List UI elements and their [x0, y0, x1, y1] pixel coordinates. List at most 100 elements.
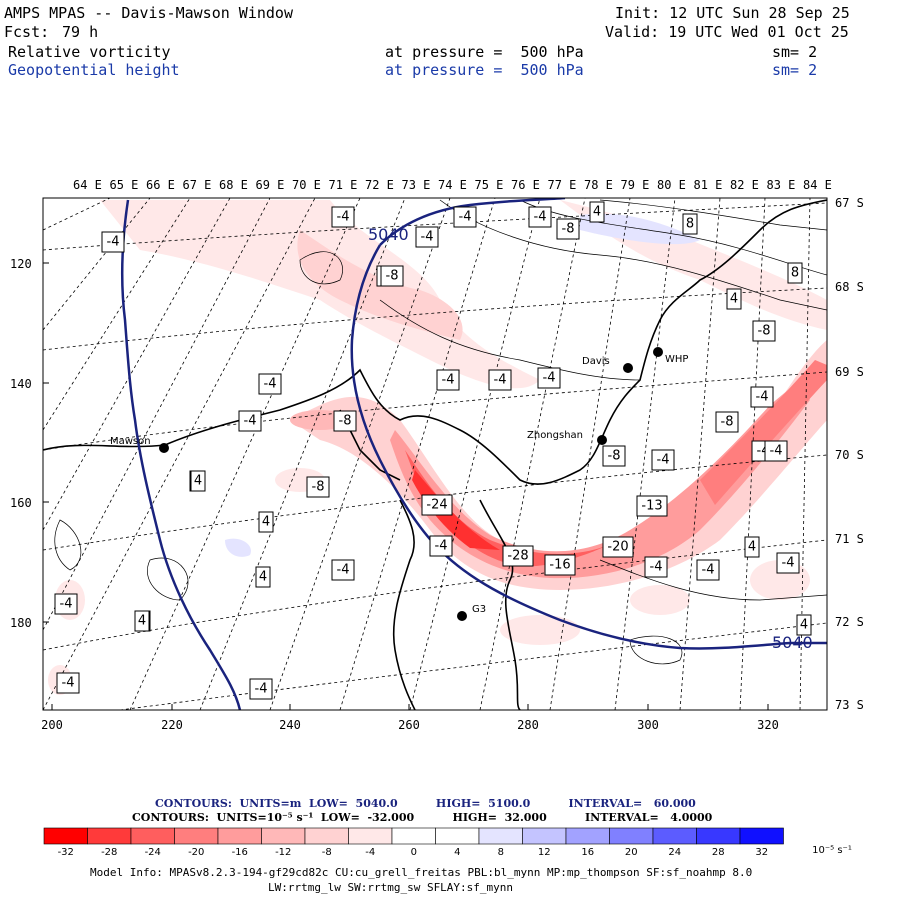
x-axis-label: 200: [41, 718, 63, 732]
plot-title: AMPS MPAS -- Davis-Mawson Window: [4, 4, 293, 22]
vorticity-label: -20: [607, 540, 628, 555]
height-contour-info: CONTOURS: UNITS=m LOW= 5040.0 HIGH= 5100…: [155, 797, 696, 810]
longitude-label: 79 E: [621, 178, 650, 192]
y-axis-label: 160: [10, 496, 32, 510]
vorticity-label: -4: [337, 563, 350, 578]
vorticity-contours: [54, 199, 827, 665]
vorticity-label: 4: [593, 205, 601, 220]
vorticity-label: 8: [686, 217, 694, 232]
colorbar-swatch: [522, 827, 567, 845]
vorticity-label: 4: [800, 618, 808, 633]
longitude-label: 64 E: [73, 178, 102, 192]
colorbar-tick-label: 32: [755, 847, 769, 858]
x-axis-labels: 200 220 240 260 280 300 320: [41, 704, 779, 732]
longitude-label: 65 E: [110, 178, 139, 192]
colorbar: [43, 827, 784, 845]
longitude-label: 69 E: [256, 178, 285, 192]
colorbar-swatch: [130, 827, 175, 845]
colorbar-tick-label: -16: [231, 847, 248, 858]
colorbar-swatch: [609, 827, 654, 845]
field1-smooth: sm= 2: [772, 43, 818, 61]
vorticity-label-box: [421, 494, 453, 516]
vorticity-label-box: [436, 369, 460, 391]
latitude-label: 71 S: [835, 532, 864, 546]
colorbar-tick-label: -32: [57, 847, 74, 858]
vorticity-label: -4: [421, 230, 434, 245]
vorticity-label: 8: [791, 266, 799, 281]
colorbar-tick-label: 20: [624, 847, 638, 858]
vorticity-label-box: [696, 559, 720, 581]
vorticity-label: -8: [339, 414, 352, 429]
height-label-5040: 5040: [772, 633, 813, 652]
vorticity-label-box: [787, 262, 803, 284]
vorticity-label-box: [453, 206, 477, 228]
vorticity-label-box: [528, 206, 552, 228]
vorticity-label: 4: [748, 540, 756, 555]
vorticity-label: -4: [782, 556, 795, 571]
colorbar-swatch: [478, 827, 523, 845]
y-axis-label: 120: [10, 257, 32, 271]
colorbar-tick-label: -12: [275, 847, 292, 858]
vorticity-label-box: [415, 226, 439, 248]
vorticity-label: 4: [730, 292, 738, 307]
vorticity-label: -4: [650, 560, 663, 575]
colorbar-tick-label: 12: [537, 847, 551, 858]
vorticity-label-box: [589, 201, 605, 223]
colorbar-swatch: [435, 827, 480, 845]
vorticity-label-box: [636, 495, 668, 517]
colorbar-swatch: [391, 827, 436, 845]
vorticity-label-box: [651, 449, 675, 471]
longitude-label: 77 E: [548, 178, 577, 192]
vorticity-label: -8: [562, 222, 575, 237]
colorbar-swatch: [739, 827, 784, 845]
colorbar-swatch: [261, 827, 306, 845]
map-frame: [42, 197, 828, 711]
vorticity-label: -4: [107, 235, 120, 250]
vorticity-label: -4: [770, 444, 783, 459]
vorticity-label-box: [744, 536, 760, 558]
station-label-g3: G3: [472, 604, 486, 615]
vorticity-label-box: [429, 535, 453, 557]
latitude-label: 67 S: [835, 196, 864, 210]
longitude-label: 66 E: [146, 178, 175, 192]
station-label-davis: Davis: [582, 356, 610, 367]
x-axis-label: 220: [161, 718, 183, 732]
colorbar-swatch: [348, 827, 393, 845]
longitude-label: 75 E: [475, 178, 504, 192]
vorticity-label: -4: [62, 676, 75, 691]
latitude-label: 68 S: [835, 280, 864, 294]
model-info-line1: Model Info: MPASv8.2.3-194-gf29cd82c CU:…: [90, 866, 753, 879]
vorticity-label: -4: [702, 563, 715, 578]
vorticity-label-box: [56, 672, 80, 694]
vorticity-label-box: [556, 218, 580, 240]
vorticity-label: -8: [721, 415, 734, 430]
longitude-labels: 64 E 65 E 66 E 67 E 68 E 69 E 70 E 71 E 72 E 73 E…: [73, 178, 832, 192]
colorbar-tick-label: -20: [188, 847, 205, 858]
vorticity-label: -4: [244, 414, 257, 429]
forecast-hour: 79 h: [62, 23, 99, 41]
colorbar-swatch: [217, 827, 262, 845]
longitude-label: 74 E: [438, 178, 467, 192]
vorticity-label: -4: [435, 539, 448, 554]
graticule: [43, 198, 827, 710]
field2-level: at pressure = 500 hPa: [385, 61, 584, 79]
station-dot-davis: [623, 363, 633, 373]
vorticity-map: 5040 5040 Davis WHP Zhongshan Mawson G3 …: [10, 178, 864, 732]
vorticity-label-box: [306, 476, 330, 498]
vorticity-label-box: [54, 593, 78, 615]
vorticity-label-box: [101, 231, 125, 253]
vorticity-label-box: [715, 411, 739, 433]
y-axis-label: 180: [10, 616, 32, 630]
colorbar-tick-label: -4: [365, 847, 376, 858]
vorticity-label: -4: [494, 373, 507, 388]
vorticity-label-box: [537, 367, 561, 389]
latitude-label: 69 S: [835, 365, 864, 379]
vorticity-label-box: [544, 554, 576, 576]
longitude-label: 80 E: [657, 178, 686, 192]
init-time: Init: 12 UTC Sun 28 Sep 25: [615, 4, 850, 22]
vorticity-label-box: [258, 373, 282, 395]
longitude-label: 70 E: [292, 178, 321, 192]
vorticity-label: -8: [312, 480, 325, 495]
vorticity-label: -4: [264, 377, 277, 392]
vorticity-label: -4: [543, 371, 556, 386]
